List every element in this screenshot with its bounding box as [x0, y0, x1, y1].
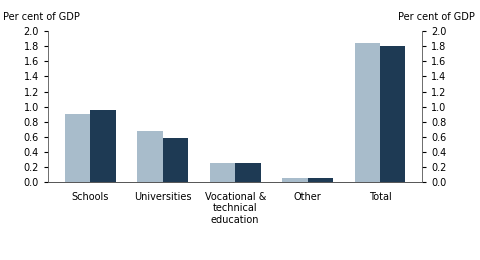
Bar — [65, 114, 90, 182]
Bar — [235, 163, 261, 182]
Bar — [90, 110, 116, 182]
Bar — [210, 163, 235, 182]
Bar — [308, 178, 333, 182]
Text: Per cent of GDP: Per cent of GDP — [3, 12, 80, 22]
Bar — [355, 42, 380, 182]
Bar — [137, 131, 163, 182]
Text: Per cent of GDP: Per cent of GDP — [398, 12, 475, 22]
Bar — [282, 178, 308, 182]
Bar — [380, 46, 406, 182]
Bar — [163, 138, 188, 182]
